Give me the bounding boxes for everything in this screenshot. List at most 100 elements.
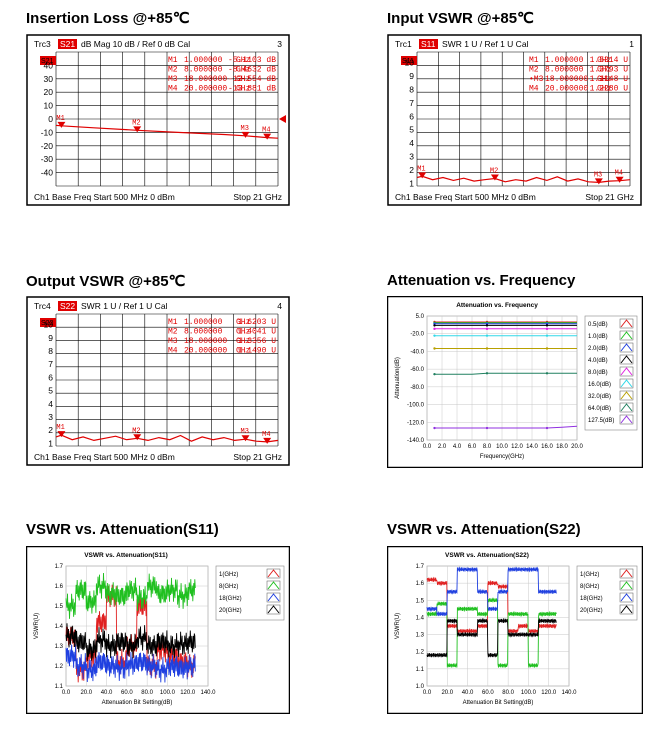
series-line	[65, 644, 196, 683]
data-point	[433, 324, 436, 327]
legend-marker	[620, 319, 633, 328]
y-tick-label: -140.0	[407, 438, 425, 444]
y-tick-label: 4	[409, 138, 414, 148]
footer-sweep: Ch1 Base Freq Start 500 MHz 0 dBm	[395, 192, 536, 202]
marker-label: M1	[56, 115, 64, 123]
marker-triangle	[241, 131, 250, 138]
y-tick-label: 1.2	[416, 650, 425, 656]
x-tick-label: 4.0	[453, 444, 462, 450]
x-tick-label: 100.0	[521, 690, 537, 696]
trace-line	[416, 175, 631, 184]
param-box	[40, 56, 56, 65]
y-tick-label: -60.0	[410, 367, 424, 373]
channel-number: 3	[277, 39, 282, 49]
param-box-label: S21	[41, 58, 54, 65]
vswr-s22-chart: VSWR vs. Attenuation(S22) 0.0 20.0 40.0 60.0…	[387, 546, 643, 714]
legend-label: 8(GHz)	[580, 584, 599, 590]
y-tick-label: -20	[41, 141, 54, 151]
y-tick-label: 9	[409, 71, 414, 81]
marker-triangle	[133, 434, 142, 441]
legend-label: 32.0(dB)	[588, 394, 611, 400]
marker-unit: GHz	[597, 75, 612, 84]
heading-vswr-s22: VSWR vs. Attenuation(S22)	[387, 521, 581, 538]
legend-swatch	[619, 330, 634, 341]
channel-number: 4	[277, 301, 282, 311]
output-vswr-chart: Trc4 S22 SWR 1 U / Ref 1 U Cal 4S2210987654…	[26, 296, 290, 466]
legend-swatch	[619, 414, 634, 425]
y-tick-label: 1.1	[416, 667, 425, 673]
param-box	[40, 318, 56, 327]
marker-value: 1.6203 U	[238, 318, 277, 327]
marker-triangle	[490, 174, 499, 181]
y-tick-label: -20.0	[410, 332, 424, 338]
y-tick-label: 1.5	[416, 598, 425, 604]
legend-marker	[267, 593, 280, 602]
legend-marker	[620, 415, 633, 424]
x-tick-label: 0.0	[423, 444, 432, 450]
legend-swatch	[266, 592, 281, 603]
trace-label: Trc3	[34, 39, 51, 49]
y-tick-label: 7	[48, 359, 53, 369]
y-tick-label: -40	[41, 168, 54, 178]
marker-name: M4	[529, 85, 539, 94]
legend-marker	[620, 367, 633, 376]
y-tick-label: 20	[44, 87, 54, 97]
y-tick-label: 2	[48, 425, 53, 435]
legend-swatch	[619, 366, 634, 377]
marker-value: 1.3793 U	[590, 66, 629, 75]
y-tick-label: 1	[48, 438, 53, 448]
legend-marker	[620, 343, 633, 352]
marker-frequency: 20.000000	[184, 347, 227, 356]
footer-sweep: Ch1 Base Freq Start 500 MHz 0 dBm	[34, 192, 175, 202]
marker-frequency: 1.000000	[545, 56, 584, 65]
trace-line	[55, 434, 279, 443]
y-tick-label: 1.1	[55, 684, 64, 690]
footer-stop: Stop 21 GHz	[233, 452, 282, 462]
param-badge-label: S21	[60, 39, 75, 49]
marker-value: 1.2280 U	[590, 85, 629, 94]
marker-value: 1.1148 U	[590, 75, 629, 84]
series-line	[434, 425, 578, 429]
heading-input-vswr: Input VSWR @+85℃	[387, 10, 534, 27]
marker-triangle	[57, 431, 66, 438]
data-point	[485, 324, 489, 327]
y-tick-label: 9	[48, 333, 53, 343]
data-point	[545, 334, 549, 337]
x-tick-label: 8.0	[483, 444, 492, 450]
marker-label: M3	[594, 171, 602, 179]
legend-swatch	[266, 604, 281, 615]
param-box	[401, 56, 417, 65]
data-point	[545, 322, 549, 325]
legend-marker	[620, 605, 633, 614]
trace-settings: SWR 1 U / Ref 1 U Cal	[81, 301, 168, 311]
x-tick-label: 14.0	[526, 444, 538, 450]
screen-frame	[26, 34, 290, 206]
marker-value: -8.4632 dB	[228, 66, 276, 75]
marker-name: M1	[168, 56, 178, 65]
x-tick-label: 16.0	[541, 444, 553, 450]
y-tick-label: 6	[409, 111, 414, 121]
x-tick-label: 40.0	[101, 690, 113, 696]
data-point	[545, 372, 549, 375]
legend-label: 1.0(dB)	[588, 334, 608, 340]
marker-triangle	[133, 126, 142, 133]
marker-label: M3	[241, 125, 249, 133]
legend-marker	[620, 569, 633, 578]
x-axis-label: Attenuation Bit Setting(dB)	[463, 700, 534, 706]
y-tick-label: 4	[48, 399, 53, 409]
y-tick-label: 1.3	[416, 633, 425, 639]
marker-unit: GHz	[236, 318, 251, 327]
y-tick-label: 1.6	[55, 584, 64, 590]
series-line	[65, 572, 196, 619]
legend-marker	[620, 403, 633, 412]
chart-title: VSWR vs. Attenuation(S22)	[445, 552, 529, 559]
x-tick-label: 0.0	[423, 690, 432, 696]
heading-insertion-loss: Insertion Loss @+85℃	[26, 10, 190, 27]
marker-triangle	[57, 121, 66, 128]
marker-triangle	[263, 133, 272, 140]
legend-swatch	[619, 580, 634, 591]
marker-name: M4	[168, 347, 178, 356]
y-tick-label: 1.6	[416, 581, 425, 587]
x-tick-label: 140.0	[200, 690, 216, 696]
marker-unit: GHz	[597, 56, 612, 65]
